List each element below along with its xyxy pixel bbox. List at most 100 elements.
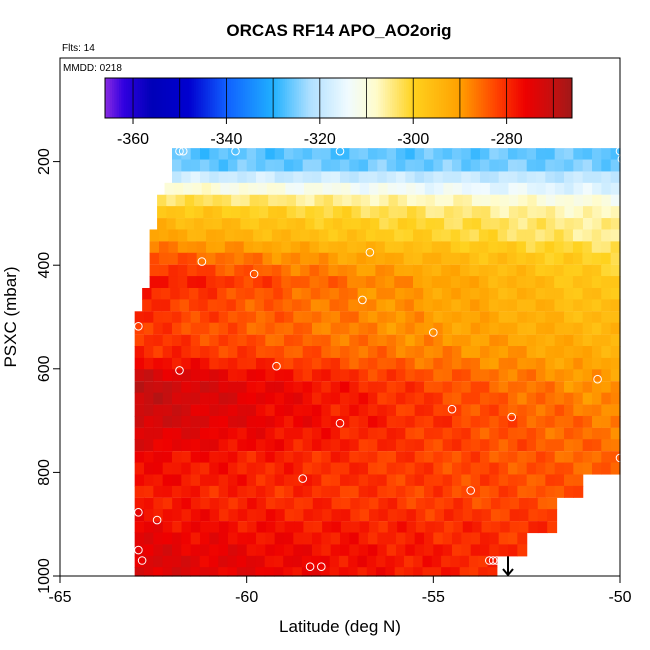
heatmap-cell (236, 555, 247, 568)
heatmap-cell (536, 439, 546, 452)
heatmap-cell (461, 369, 472, 382)
colorbar-swatch (560, 78, 564, 118)
heatmap-cell (537, 509, 548, 522)
colorbar-swatch (387, 78, 391, 118)
heatmap-cell (200, 404, 210, 417)
heatmap-cell (209, 357, 220, 370)
colorbar-tick-label: -300 (397, 131, 429, 148)
heatmap-cell (377, 159, 388, 172)
heatmap-cell (396, 485, 406, 498)
heatmap-cell (507, 287, 518, 300)
heatmap-cell (209, 474, 220, 487)
heatmap-cell (366, 555, 377, 568)
heatmap-cell (470, 299, 481, 312)
heatmap-cell (365, 264, 376, 277)
heatmap-cell (330, 159, 341, 172)
heatmap-cell (610, 218, 621, 231)
heatmap-cell (498, 415, 509, 428)
heatmap-cell (292, 555, 303, 568)
heatmap-cell (396, 334, 406, 347)
heatmap-cell (201, 182, 212, 195)
heatmap-cell (246, 415, 257, 428)
heatmap-cell (181, 369, 192, 382)
heatmap-cell (518, 194, 529, 207)
heatmap-cell (149, 241, 160, 254)
heatmap-cell (256, 532, 266, 545)
heatmap-cell (564, 462, 574, 475)
heatmap-cell (470, 485, 481, 498)
heatmap-cell (536, 392, 546, 405)
heatmap-cell (582, 381, 593, 394)
heatmap-cell (461, 311, 472, 324)
heatmap-cell (144, 474, 154, 487)
heatmap-cell (218, 334, 229, 347)
heatmap-cell (265, 369, 276, 382)
heatmap-cell (405, 381, 416, 394)
heatmap-cell (200, 159, 210, 172)
heatmap-cell (610, 415, 621, 428)
heatmap-cell (537, 521, 548, 534)
heatmap-cell (347, 241, 358, 254)
heatmap-cell (592, 171, 602, 184)
colorbar-swatch (476, 78, 480, 118)
heatmap-cell (564, 451, 574, 464)
heatmap-cell (284, 544, 294, 557)
heatmap-cell (172, 311, 182, 324)
heatmap-cell (349, 381, 360, 394)
heatmap-cell (508, 392, 518, 405)
heatmap-cell (573, 357, 584, 370)
heatmap-cell (444, 206, 454, 219)
heatmap-cell (517, 381, 528, 394)
heatmap-cell (497, 229, 508, 242)
heatmap-cell (134, 415, 145, 428)
y-tick-label: 1000 (36, 558, 53, 594)
heatmap-cell (478, 567, 489, 577)
heatmap-cell (489, 171, 500, 184)
heatmap-cell (320, 299, 331, 312)
colorbar-swatch (478, 78, 482, 118)
heatmap-cell (489, 346, 500, 359)
heatmap-cell (386, 381, 397, 394)
heatmap-cell (500, 497, 511, 510)
heatmap-cell (554, 252, 565, 265)
heatmap-cell (237, 171, 248, 184)
heatmap-cell (144, 521, 155, 534)
colorbar-swatch (483, 78, 487, 118)
heatmap-cell (554, 322, 565, 335)
heatmap-cell (499, 206, 510, 219)
heatmap-cell (368, 357, 378, 370)
heatmap-cell (610, 287, 621, 300)
heatmap-cell (256, 159, 266, 172)
heatmap-cell (190, 334, 201, 347)
heatmap-cell (328, 276, 339, 289)
heatmap-cell (350, 521, 361, 534)
heatmap-cell (231, 206, 241, 219)
heatmap-cell (153, 521, 164, 534)
heatmap-cell (134, 462, 145, 475)
heatmap-cell (265, 439, 276, 452)
heatmap-cell (433, 369, 444, 382)
heatmap-cell (414, 544, 425, 557)
heatmap-cell (370, 206, 380, 219)
heatmap-cell (312, 392, 322, 405)
heatmap-cell (209, 381, 220, 394)
heatmap-cell (190, 439, 201, 452)
heatmap-cell (516, 229, 527, 242)
colorbar-swatch (326, 78, 330, 118)
heatmap-cell (237, 415, 248, 428)
heatmap-cell (134, 369, 145, 382)
heatmap-cell (544, 276, 555, 289)
heatmap-cell (452, 148, 462, 161)
heatmap-cell (368, 381, 378, 394)
colorbar-swatch (198, 78, 202, 118)
heatmap-cell (415, 182, 426, 195)
heatmap-cell (396, 451, 406, 464)
heatmap-cell (262, 229, 273, 242)
colorbar-swatch (429, 78, 433, 118)
heatmap-cell (177, 264, 188, 277)
heatmap-cell (162, 509, 173, 522)
heatmap-cell (582, 439, 593, 452)
heatmap-cell (573, 194, 584, 207)
colorbar-swatch (466, 78, 470, 118)
